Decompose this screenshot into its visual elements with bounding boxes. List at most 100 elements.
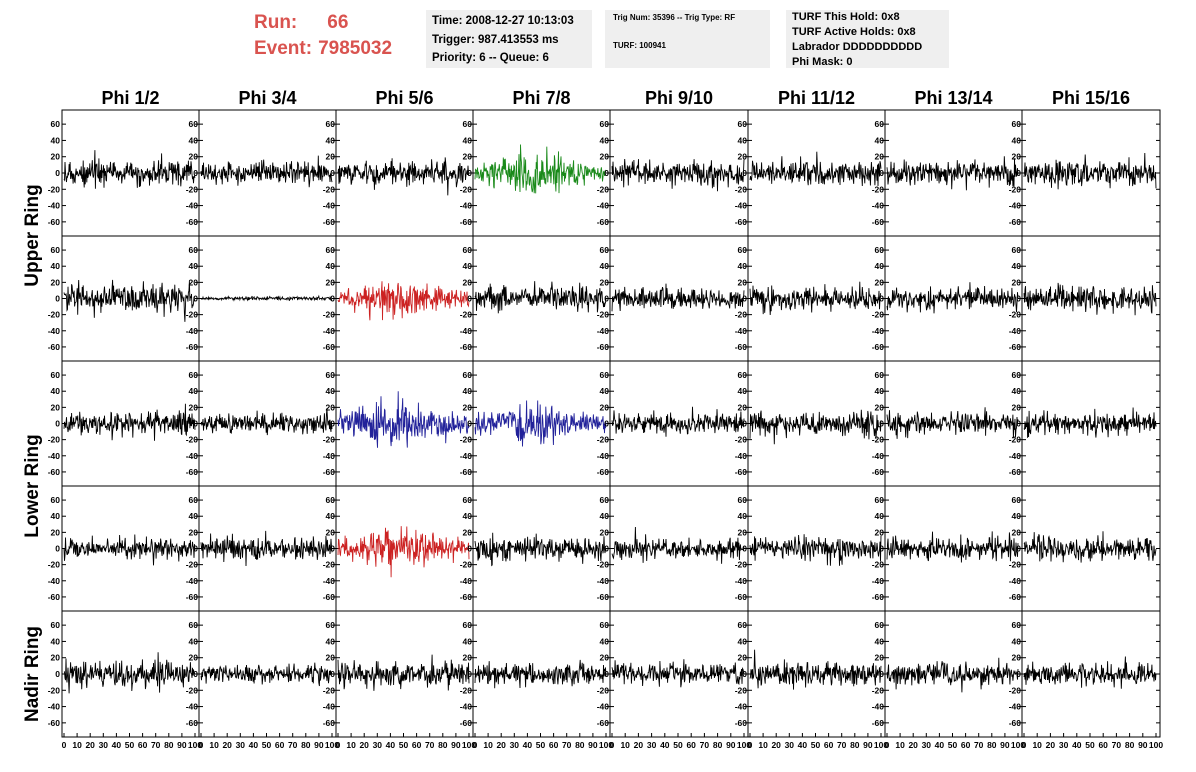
- y-tick-label: -20: [1009, 184, 1022, 194]
- x-tick-label: 60: [412, 740, 422, 750]
- y-tick-label: 60: [600, 245, 610, 255]
- y-tick-label: -20: [460, 310, 473, 320]
- y-tick-label: -60: [186, 342, 199, 352]
- y-tick-label: 60: [600, 370, 610, 380]
- y-tick-label: -20: [597, 685, 610, 695]
- y-tick-label: -60: [597, 592, 610, 602]
- ring-label: Lower Ring: [22, 434, 43, 537]
- x-tick-label: 90: [863, 740, 873, 750]
- y-tick-label: -20: [460, 560, 473, 570]
- x-tick-label: 10: [346, 740, 356, 750]
- y-tick-label: -40: [872, 326, 885, 336]
- column-title: Phi 7/8: [512, 88, 570, 108]
- y-tick-label: 60: [1012, 495, 1022, 505]
- y-tick-label: 0: [330, 544, 335, 554]
- x-tick-label: 90: [726, 740, 736, 750]
- y-tick-label: -20: [735, 435, 748, 445]
- y-tick-label: -40: [872, 576, 885, 586]
- y-tick-label: 20: [51, 527, 61, 537]
- y-tick-label: 20: [463, 402, 473, 412]
- waveform-trace: [63, 403, 196, 441]
- waveform-trace: [611, 158, 745, 192]
- x-tick-label: 20: [1046, 740, 1056, 750]
- waveform-trace: [749, 534, 882, 566]
- x-tick-label: 40: [523, 740, 533, 750]
- x-tick-label: 60: [1098, 740, 1108, 750]
- y-tick-label: 40: [600, 386, 610, 396]
- y-tick-label: -40: [186, 326, 199, 336]
- y-tick-label: 40: [463, 636, 473, 646]
- y-tick-label: 0: [55, 294, 60, 304]
- y-tick-label: 20: [738, 277, 748, 287]
- y-tick-label: 0: [604, 419, 609, 429]
- y-tick-label: -60: [48, 217, 61, 227]
- y-tick-label: 20: [875, 152, 885, 162]
- y-tick-label: -60: [460, 467, 473, 477]
- waveform-trace: [337, 526, 470, 578]
- y-tick-label: -60: [735, 718, 748, 728]
- x-tick-label: 20: [222, 740, 232, 750]
- waveform-trace: [749, 649, 882, 690]
- y-tick-label: 0: [1016, 669, 1021, 679]
- x-tick-label: 70: [700, 740, 710, 750]
- y-tick-label: -20: [872, 560, 885, 570]
- waveform-trace: [749, 281, 882, 316]
- y-tick-label: -40: [460, 326, 473, 336]
- y-tick-label: -20: [323, 435, 336, 445]
- y-tick-label: -40: [460, 201, 473, 211]
- waveform-trace: [1023, 152, 1157, 190]
- x-tick-label: 20: [359, 740, 369, 750]
- x-tick-label: 10: [483, 740, 493, 750]
- waveform-trace: [886, 407, 1019, 439]
- y-tick-label: 60: [463, 245, 473, 255]
- column-title: Phi 15/16: [1052, 88, 1130, 108]
- y-tick-label: 40: [875, 135, 885, 145]
- x-tick-label: 30: [922, 740, 932, 750]
- run-info: Run: 66 Event: 7985032: [254, 10, 392, 62]
- y-tick-label: 0: [742, 419, 747, 429]
- y-tick-label: -40: [1009, 451, 1022, 461]
- y-tick-label: 0: [193, 294, 198, 304]
- y-tick-label: 60: [189, 370, 199, 380]
- waveform-trace: [749, 409, 882, 445]
- y-tick-label: -20: [735, 184, 748, 194]
- y-tick-label: 0: [330, 168, 335, 178]
- x-tick-label: 20: [771, 740, 781, 750]
- y-tick-label: 60: [875, 119, 885, 129]
- y-tick-label: -20: [48, 184, 61, 194]
- ring-label: Nadir Ring: [22, 626, 43, 722]
- x-tick-label: 30: [236, 740, 246, 750]
- y-tick-label: 0: [467, 544, 472, 554]
- y-tick-label: -60: [460, 342, 473, 352]
- x-tick-label: 50: [262, 740, 272, 750]
- x-tick-label: 80: [1125, 740, 1135, 750]
- y-tick-label: 60: [463, 370, 473, 380]
- waveform-trace: [200, 294, 333, 302]
- y-tick-label: -60: [597, 467, 610, 477]
- waveform-trace: [474, 659, 607, 689]
- y-tick-label: -20: [1009, 560, 1022, 570]
- waveform-trace: [200, 155, 333, 188]
- y-tick-label: 20: [600, 402, 610, 412]
- y-tick-label: -40: [48, 576, 61, 586]
- x-tick-label: 100: [874, 740, 888, 750]
- y-tick-label: 40: [738, 386, 748, 396]
- x-tick-label: 0: [748, 740, 753, 750]
- y-tick-label: 20: [1012, 277, 1022, 287]
- x-tick-label: 30: [373, 740, 383, 750]
- y-tick-label: 40: [189, 636, 199, 646]
- y-tick-label: -60: [323, 467, 336, 477]
- x-tick-label: 0: [199, 740, 204, 750]
- y-tick-label: 40: [189, 386, 199, 396]
- y-tick-label: 0: [742, 669, 747, 679]
- y-tick-label: -20: [1009, 310, 1022, 320]
- y-tick-label: -20: [323, 685, 336, 695]
- y-tick-label: 0: [330, 669, 335, 679]
- column-title: Phi 13/14: [914, 88, 992, 108]
- x-tick-label: 50: [948, 740, 958, 750]
- y-tick-label: -40: [323, 576, 336, 586]
- y-tick-label: 20: [463, 277, 473, 287]
- y-tick-label: 0: [55, 168, 60, 178]
- y-tick-label: -60: [323, 342, 336, 352]
- y-tick-label: 0: [330, 294, 335, 304]
